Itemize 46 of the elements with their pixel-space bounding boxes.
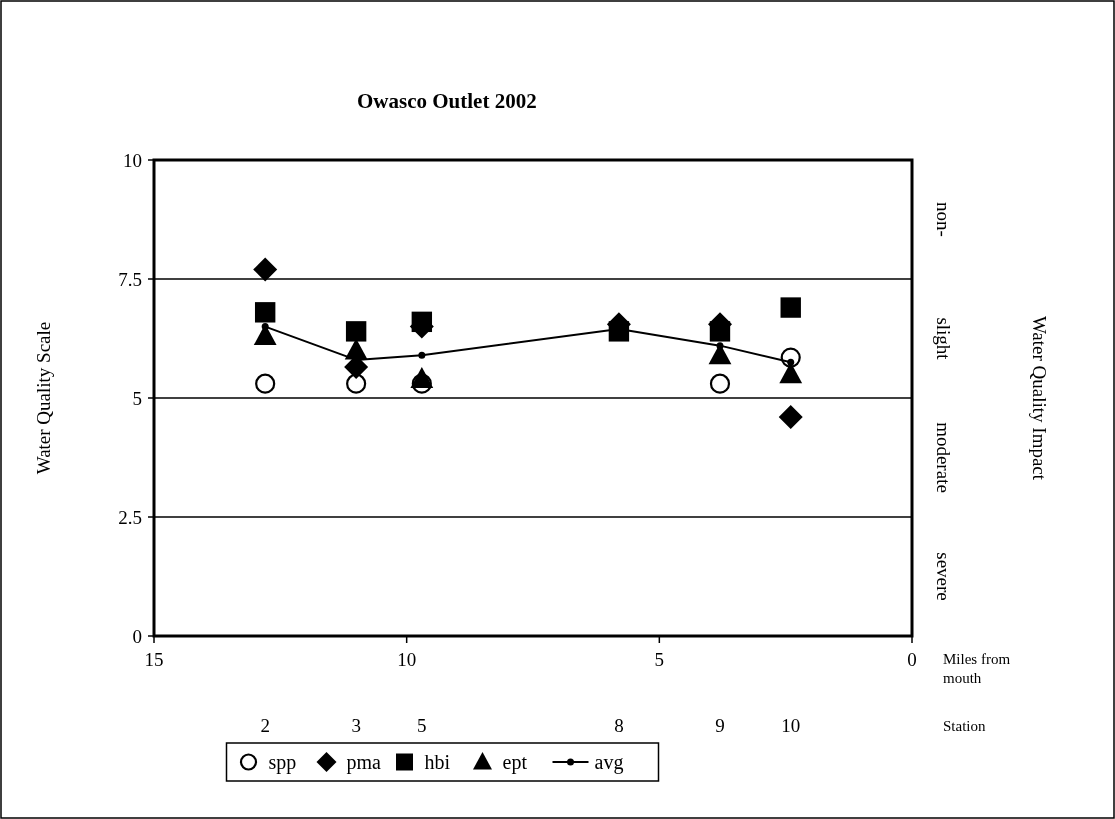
point xyxy=(418,351,426,359)
y-tick-label: 0 xyxy=(132,625,142,647)
text: non- xyxy=(933,202,954,237)
point xyxy=(709,373,731,394)
y-tick-label: 5 xyxy=(132,387,142,409)
text: 2 xyxy=(260,715,270,736)
y-tick-label: 7.5 xyxy=(118,268,142,290)
point xyxy=(253,257,278,282)
legend-label: pma xyxy=(346,751,382,774)
point xyxy=(255,373,276,394)
text: Water Quality Impact xyxy=(1029,315,1050,481)
point xyxy=(411,311,433,333)
y-tick-label: 10 xyxy=(123,149,142,171)
x-tick-label: 0 xyxy=(907,649,917,670)
chart-title: Owasco Outlet 2002 xyxy=(357,89,537,113)
point xyxy=(787,358,795,366)
text: slight xyxy=(933,317,954,361)
legend-label: spp xyxy=(268,751,297,774)
point xyxy=(709,321,731,342)
legend-label: hbi xyxy=(424,751,451,773)
text: 8 xyxy=(614,715,624,736)
point xyxy=(254,302,276,323)
x-tick-label: 5 xyxy=(654,649,665,670)
point xyxy=(346,373,367,394)
point xyxy=(716,342,724,350)
text: 3 xyxy=(351,715,361,736)
point xyxy=(410,366,434,388)
text: 10 xyxy=(781,715,801,736)
y-tick-label: 2.5 xyxy=(118,506,142,528)
y-axis-title: Water Quality Scale xyxy=(33,321,54,475)
text: Station xyxy=(943,718,986,734)
point xyxy=(345,321,367,342)
x-axis-title: Miles from mouth xyxy=(943,651,1011,686)
point xyxy=(780,297,801,318)
point xyxy=(608,321,630,342)
legend-label: avg xyxy=(594,751,624,774)
text: 9 xyxy=(715,715,725,736)
text: moderate xyxy=(933,422,954,493)
text: severe xyxy=(933,552,954,601)
x-tick-label: 15 xyxy=(144,649,164,670)
legend-label: ept xyxy=(502,751,528,774)
text: 5 xyxy=(417,715,427,736)
x-tick-label: 10 xyxy=(397,649,417,670)
point xyxy=(779,362,803,384)
point xyxy=(261,323,269,331)
point xyxy=(778,405,803,430)
